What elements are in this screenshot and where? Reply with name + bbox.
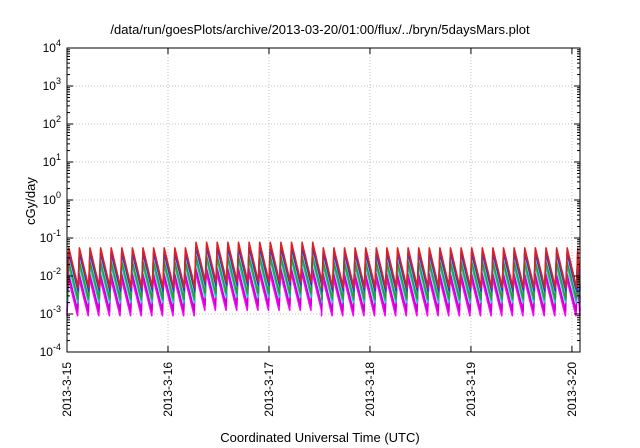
x-tick-label: 2013-3-18 (363, 362, 377, 417)
y-tick-label: 102 (43, 114, 61, 131)
chart-title: /data/run/goesPlots/archive/2013-03-20/0… (110, 22, 530, 37)
x-axis-label: Coordinated Universal Time (UTC) (220, 430, 420, 445)
y-tick-label: 103 (43, 76, 61, 93)
series-line (66, 266, 581, 312)
y-axis-label: cGy/day (23, 177, 38, 225)
x-tick-label: 2013-3-16 (161, 362, 175, 417)
x-tick-label: 2013-3-20 (565, 362, 579, 417)
x-tick-label: 2013-3-17 (262, 362, 276, 417)
y-tick-label: 104 (43, 38, 61, 55)
y-tick-label: 10-3 (40, 304, 61, 321)
plot-frame (66, 47, 581, 353)
series-line (66, 271, 581, 317)
x-tick-label: 2013-3-19 (464, 362, 478, 417)
series-line (66, 254, 581, 300)
series-line (66, 246, 581, 292)
series-group (66, 241, 581, 317)
x-axis-ticks: 2013-3-15 2013-3-16 2013-3-17 2013-3-18 2013… (60, 48, 579, 417)
x-tick-label: 2013-3-15 (60, 362, 74, 417)
series-line (66, 258, 581, 304)
y-tick-label: 101 (43, 152, 61, 169)
y-tick-label: 100 (43, 190, 61, 207)
series-line (66, 241, 581, 289)
y-tick-label: 10-4 (40, 342, 61, 359)
grid-lines (66, 47, 580, 353)
y-tick-label: 10-1 (40, 228, 61, 245)
y-tick-label: 10-2 (40, 266, 61, 283)
y-axis-ticks: 10-4 10-3 10-2 10-1 100 101 102 103 104 (40, 38, 580, 359)
